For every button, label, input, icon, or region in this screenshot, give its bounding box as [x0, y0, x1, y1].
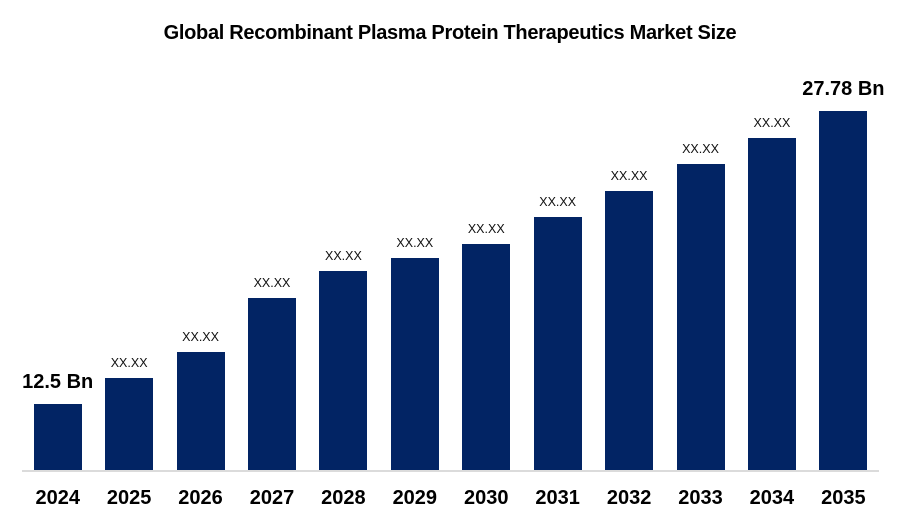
- bar-2032: [605, 191, 654, 470]
- bar-value-label-2031: XX.XX: [539, 195, 577, 209]
- bar-value-label-2035: 27.78 Bn: [802, 78, 885, 100]
- x-tick-2028: 2028: [321, 487, 366, 509]
- bar-column-2033: XX.XX: [665, 142, 736, 470]
- x-tick-2034: 2034: [749, 487, 795, 509]
- bar-2031: [533, 217, 582, 470]
- x-axis-labels: 2024 2025 2026 2027 2028 2029 2030 2031 2032 2033…: [22, 487, 879, 510]
- bar-2025: [105, 378, 154, 470]
- x-tick-2024: 2024: [35, 487, 80, 509]
- bar-column-2027: XX.XX: [236, 276, 307, 470]
- bar-value-label-2032: XX.XX: [610, 169, 648, 183]
- bar-value-label-2029: XX.XX: [396, 236, 434, 250]
- bar-column-2030: XX.XX: [451, 222, 522, 470]
- bar-column-2031: XX.XX: [522, 195, 593, 470]
- bar-value-label-2028: XX.XX: [324, 249, 362, 263]
- bar-2027: [247, 298, 296, 470]
- bar-column-2034: XX.XX: [736, 116, 807, 470]
- x-tick-2030: 2030: [463, 487, 509, 509]
- x-tick-2035: 2035: [821, 487, 866, 509]
- bar-2028: [319, 271, 368, 470]
- bar-2026: [176, 352, 225, 470]
- bar-value-label-2027: XX.XX: [253, 276, 291, 290]
- bar-value-label-2026: XX.XX: [182, 330, 219, 344]
- bar-column-2026: XX.XX: [165, 330, 236, 470]
- bar-column-2035: 27.78 Bn: [802, 78, 884, 470]
- bar-2024: [33, 404, 82, 470]
- bar-column-2024: 12.5 Bn: [22, 371, 93, 470]
- bar-2035: [819, 111, 868, 470]
- bar-column-2025: XX.XX: [93, 356, 164, 470]
- bar-2033: [676, 164, 725, 470]
- x-tick-2032: 2032: [606, 487, 652, 509]
- bar-column-2029: XX.XX: [379, 236, 450, 470]
- x-axis-line: [22, 470, 879, 472]
- x-tick-2031: 2031: [535, 487, 580, 509]
- bar-value-label-2025: XX.XX: [110, 356, 148, 370]
- bar-2034: [747, 138, 796, 470]
- bars-row: 12.5 Bn XX.XX XX.XX XX.XX XX.XX XX.XX XX.XX XX.…: [22, 0, 884, 470]
- bar-value-label-2024: 12.5 Bn: [22, 371, 94, 393]
- x-tick-2033: 2033: [678, 487, 723, 509]
- bar-value-label-2033: XX.XX: [682, 142, 719, 156]
- plot-area: 12.5 Bn XX.XX XX.XX XX.XX XX.XX XX.XX XX.XX XX.…: [22, 0, 884, 525]
- bar-2030: [462, 244, 511, 470]
- x-tick-2025: 2025: [106, 487, 152, 509]
- bar-column-2028: XX.XX: [308, 249, 379, 470]
- bar-value-label-2034: XX.XX: [753, 116, 791, 130]
- bar-value-label-2030: XX.XX: [467, 222, 505, 236]
- x-tick-2026: 2026: [178, 487, 223, 509]
- x-tick-2029: 2029: [392, 487, 438, 509]
- x-tick-2027: 2027: [249, 487, 295, 509]
- bar-2029: [390, 258, 439, 470]
- bar-column-2032: XX.XX: [593, 169, 664, 470]
- chart-title: Global Recombinant Plasma Protein Therap…: [163, 22, 737, 44]
